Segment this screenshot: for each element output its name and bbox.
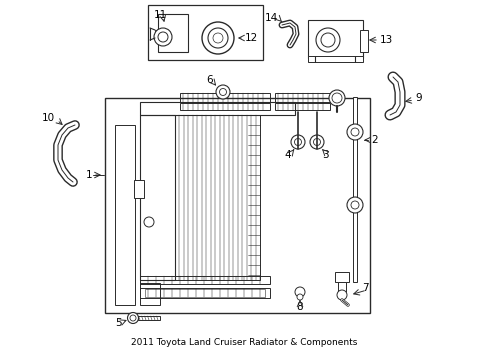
Bar [359,30,367,52]
Text: 2011 Toyota Land Cruiser Radiator & Components: 2011 Toyota Land Cruiser Radiator & Comp… [131,338,356,347]
Circle shape [294,287,305,297]
Circle shape [216,85,229,99]
Circle shape [296,294,303,300]
Text: 8: 8 [296,302,303,312]
Circle shape [350,128,358,136]
Text: 9: 9 [414,93,421,103]
Bar [274,103,329,110]
Text: 7: 7 [361,283,367,293]
Text: 10: 10 [42,113,55,123]
Circle shape [202,22,234,54]
Circle shape [290,135,305,149]
Circle shape [130,315,136,321]
Text: 14: 14 [264,13,278,23]
Bar [307,56,362,62]
Text: 4: 4 [284,150,291,160]
Bar [134,180,143,198]
Bar [274,93,329,102]
Circle shape [346,197,362,213]
Bar [307,20,362,58]
Text: 13: 13 [379,35,392,45]
Circle shape [207,28,227,48]
Bar [145,289,264,297]
Bar [148,5,263,60]
Bar [180,93,269,102]
Bar [352,97,356,282]
Circle shape [350,201,358,209]
Text: 3: 3 [321,150,327,160]
Text: 11: 11 [153,10,166,20]
Bar [180,103,269,110]
Circle shape [127,312,138,324]
Circle shape [158,32,168,42]
Bar [175,115,260,280]
Bar [138,316,160,320]
Circle shape [328,90,345,106]
Circle shape [294,139,301,145]
Text: 5: 5 [115,318,121,328]
Text: 1: 1 [85,170,92,180]
Circle shape [309,135,324,149]
Circle shape [219,89,226,95]
Bar [140,102,294,115]
Circle shape [315,28,339,52]
Circle shape [346,124,362,140]
Bar [140,288,269,298]
Bar [140,115,175,280]
Circle shape [154,28,172,46]
Circle shape [320,33,334,47]
Text: 6: 6 [206,75,213,85]
Circle shape [313,139,320,145]
Circle shape [213,33,223,43]
Bar [334,272,348,282]
Bar [140,276,269,284]
Bar [155,30,163,38]
Circle shape [336,290,346,300]
Text: 12: 12 [244,33,258,43]
Bar [115,125,135,305]
Bar [158,14,187,52]
Bar [140,283,160,305]
Circle shape [143,217,154,227]
Circle shape [331,93,341,103]
Bar [337,282,346,292]
Text: 2: 2 [371,135,378,145]
Bar [105,98,369,313]
